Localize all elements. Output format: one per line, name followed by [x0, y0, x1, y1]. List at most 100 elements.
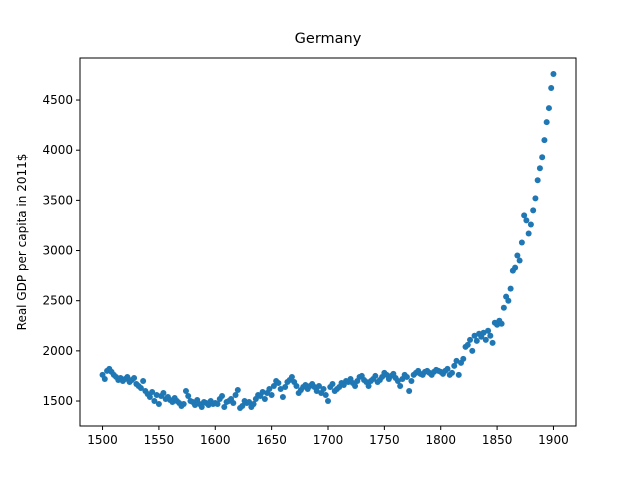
y-tick-label: 1500 — [42, 394, 73, 408]
x-tick-label: 1500 — [87, 433, 118, 447]
point — [322, 391, 329, 398]
x-tick-label: 1750 — [369, 433, 400, 447]
point — [320, 385, 327, 392]
point — [548, 84, 555, 91]
point — [541, 137, 548, 144]
point — [266, 385, 273, 392]
plot-frame — [79, 57, 577, 427]
point — [137, 384, 144, 391]
point — [397, 382, 404, 389]
point — [543, 119, 550, 126]
x-tick-label: 1700 — [313, 433, 344, 447]
point — [507, 285, 514, 292]
y-tick-label: 4000 — [42, 143, 73, 157]
y-tick-label: 2000 — [42, 344, 73, 358]
point — [500, 304, 507, 311]
point — [185, 393, 192, 400]
point — [270, 382, 277, 389]
point — [536, 165, 543, 172]
point — [482, 336, 489, 343]
point — [485, 327, 492, 334]
point — [365, 382, 372, 389]
point — [279, 394, 286, 401]
point — [268, 391, 275, 398]
point — [516, 257, 523, 264]
point — [198, 404, 205, 411]
point — [277, 385, 284, 392]
point — [151, 398, 158, 405]
point — [149, 388, 156, 395]
point — [473, 337, 480, 344]
point — [239, 403, 246, 410]
point — [232, 391, 239, 398]
point — [469, 347, 476, 354]
point — [214, 401, 221, 408]
point — [180, 401, 187, 408]
y-tick-label: 4500 — [42, 93, 73, 107]
point — [539, 154, 546, 161]
point — [489, 339, 496, 346]
point — [455, 371, 462, 378]
chart-title: Germany — [295, 31, 362, 47]
x-tick-label: 1550 — [144, 433, 175, 447]
point — [505, 297, 512, 304]
point — [219, 393, 226, 400]
point — [282, 383, 289, 390]
point — [523, 217, 530, 224]
point — [155, 401, 162, 408]
x-tick-label: 1650 — [256, 433, 287, 447]
point — [480, 329, 487, 336]
x-tick-label: 1850 — [482, 433, 513, 447]
point — [293, 382, 300, 389]
point — [246, 399, 253, 406]
point — [191, 402, 198, 409]
point — [140, 377, 147, 384]
point — [372, 372, 379, 379]
point — [525, 230, 532, 237]
y-tick-label: 2500 — [42, 294, 73, 308]
point — [467, 336, 474, 343]
point — [124, 373, 131, 380]
point — [464, 341, 471, 348]
point — [514, 252, 521, 259]
point — [221, 404, 228, 411]
point — [498, 320, 505, 327]
point — [234, 386, 241, 393]
point — [250, 401, 257, 408]
point — [527, 221, 534, 228]
point — [487, 332, 494, 339]
point — [451, 362, 458, 369]
point — [182, 387, 189, 394]
point — [394, 377, 401, 384]
x-tick-label: 1900 — [538, 433, 569, 447]
point — [532, 195, 539, 202]
x-tick-label: 1600 — [200, 433, 231, 447]
point — [101, 375, 108, 382]
point — [550, 70, 557, 77]
point — [352, 382, 359, 389]
point — [460, 355, 467, 362]
point — [275, 379, 282, 386]
point — [512, 264, 519, 271]
point — [408, 377, 415, 384]
point — [146, 394, 153, 401]
x-tick-label: 1800 — [425, 433, 456, 447]
point — [329, 380, 336, 387]
y-tick-label: 3000 — [42, 244, 73, 258]
point — [530, 207, 537, 214]
point — [131, 374, 138, 381]
point — [545, 105, 552, 112]
point — [261, 396, 268, 403]
point — [313, 387, 320, 394]
point — [453, 357, 460, 364]
point — [230, 400, 237, 407]
point — [315, 382, 322, 389]
point — [406, 387, 413, 394]
point — [403, 373, 410, 380]
point — [160, 389, 167, 396]
point — [521, 212, 528, 219]
y-axis-label: Real GDP per capita in 2011$ — [15, 154, 29, 331]
point — [534, 177, 541, 184]
